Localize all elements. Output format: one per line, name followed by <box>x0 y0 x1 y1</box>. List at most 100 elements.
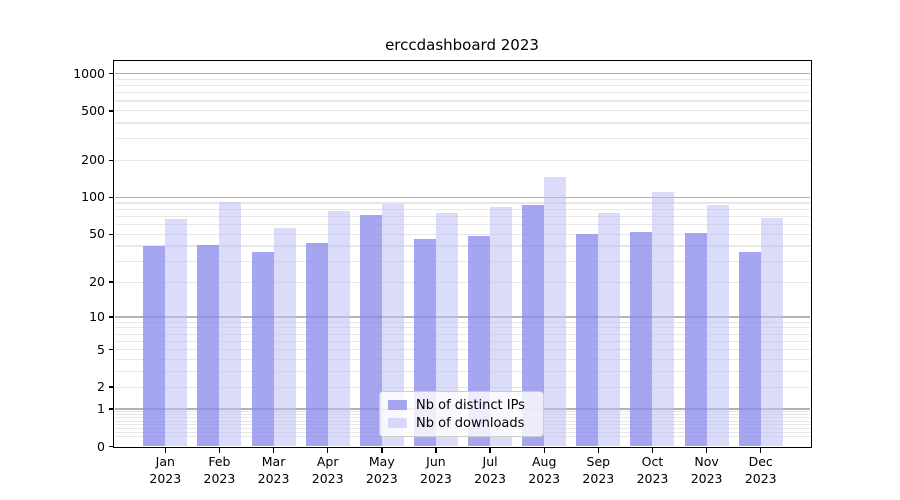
x-tick-label-apr: Apr 2023 <box>311 454 344 486</box>
gridline-minor <box>114 340 810 343</box>
bar-distinct-ips-apr <box>305 243 328 447</box>
x-tick-mark <box>326 447 329 453</box>
gridline-minor <box>114 84 810 87</box>
y-tick-mark <box>108 110 114 112</box>
bar-downloads-feb <box>219 201 242 447</box>
x-tick-label-feb: Feb 2023 <box>203 454 236 486</box>
x-tick-label-sep: Sep 2023 <box>582 454 615 486</box>
legend: Nb of distinct IPs Nb of downloads <box>379 391 544 437</box>
gridline-minor <box>114 92 810 94</box>
y-tick-label: 500 <box>81 102 105 118</box>
gridline-minor <box>114 321 810 323</box>
gridline-minor <box>114 333 810 335</box>
x-tick-label-nov: Nov 2023 <box>690 454 723 486</box>
gridline-minor <box>114 122 810 124</box>
x-tick-mark <box>381 447 383 453</box>
legend-row-downloads: Nb of downloads <box>388 416 535 431</box>
x-tick-label-jun: Jun 2023 <box>420 454 452 486</box>
y-tick-mark <box>108 316 114 318</box>
y-tick-label: 2 <box>97 379 105 395</box>
y-tick-mark <box>108 349 114 351</box>
bar-downloads-nov <box>706 205 729 447</box>
y-tick-label: 200 <box>81 152 105 168</box>
bar-distinct-ips-jan <box>143 246 166 447</box>
gridline-minor <box>114 386 810 388</box>
gridline-minor <box>114 223 810 226</box>
y-tick-label: 5 <box>97 341 105 357</box>
gridline-minor <box>114 233 810 235</box>
gridline-major <box>114 196 810 199</box>
gridline-minor <box>114 245 810 247</box>
x-tick-mark <box>651 447 654 453</box>
bar-downloads-may <box>381 203 404 447</box>
x-tick-mark <box>489 447 491 453</box>
bar-downloads-oct <box>652 191 675 447</box>
bar-downloads-jul <box>490 206 513 447</box>
gridline-minor <box>114 327 810 329</box>
gridline-minor <box>114 202 810 204</box>
gridline-minor <box>114 260 810 262</box>
x-tick-mark <box>705 447 708 453</box>
x-tick-label-may: May 2023 <box>365 454 398 486</box>
bar-downloads-jun <box>435 213 458 447</box>
gridline-minor <box>114 159 810 161</box>
chart-title: erccdashboard 2023 <box>385 36 539 54</box>
legend-swatch-downloads-icon <box>388 418 407 428</box>
x-tick-mark <box>164 447 166 453</box>
y-tick-label: 1 <box>97 401 105 417</box>
gridline-major <box>114 316 810 318</box>
y-tick-mark <box>108 196 114 199</box>
y-tick-mark <box>108 281 114 283</box>
x-tick-mark <box>272 447 275 453</box>
gridline-minor <box>114 349 810 351</box>
bar-distinct-ips-mar <box>251 251 274 447</box>
x-tick-mark <box>597 447 600 453</box>
x-tick-mark <box>760 447 762 453</box>
x-tick-label-mar: Mar 2023 <box>257 454 290 486</box>
gridline-minor <box>114 208 810 210</box>
y-tick-mark <box>108 408 114 410</box>
gridline-major <box>114 72 810 75</box>
x-tick-label-dec: Dec 2023 <box>744 454 777 486</box>
gridline-minor <box>114 215 810 217</box>
bar-distinct-ips-dec <box>738 251 761 447</box>
bar-distinct-ips-aug <box>522 205 545 447</box>
y-tick-mark <box>108 445 114 448</box>
bar-distinct-ips-sep <box>576 234 599 447</box>
gridline-minor <box>114 78 810 80</box>
bar-downloads-sep <box>598 212 621 447</box>
y-tick-label: 1000 <box>73 65 105 81</box>
y-tick-mark <box>108 72 114 75</box>
x-tick-mark <box>435 447 437 453</box>
x-tick-label-jul: Jul 2023 <box>474 454 506 486</box>
bar-distinct-ips-may <box>359 214 382 447</box>
bar-distinct-ips-feb <box>197 244 220 447</box>
gridline-minor <box>114 359 810 361</box>
x-tick-label-oct: Oct 2023 <box>636 454 669 486</box>
bar-downloads-jan <box>165 218 188 447</box>
y-tick-label: 50 <box>89 226 105 242</box>
bar-downloads-aug <box>544 177 567 447</box>
x-tick-label-aug: Aug 2023 <box>528 454 561 486</box>
bar-distinct-ips-nov <box>684 233 707 447</box>
y-tick-mark <box>108 159 114 161</box>
x-tick-mark <box>218 447 221 453</box>
gridline-minor <box>114 371 810 373</box>
legend-label-downloads: Nb of downloads <box>416 415 525 431</box>
legend-swatch-distinct-ips-icon <box>388 400 407 410</box>
x-tick-mark <box>543 447 545 453</box>
y-tick-label: 100 <box>81 189 105 205</box>
bar-downloads-mar <box>273 228 296 447</box>
legend-label-distinct-ips: Nb of distinct IPs <box>416 397 525 413</box>
bar-distinct-ips-oct <box>630 232 653 447</box>
gridline-minor <box>114 281 810 283</box>
gridline-minor <box>114 110 810 112</box>
y-tick-mark <box>108 233 114 235</box>
y-tick-label: 10 <box>89 309 105 325</box>
bar-downloads-dec <box>760 217 783 447</box>
x-tick-label-jan: Jan 2023 <box>149 454 182 486</box>
y-tick-mark <box>108 386 114 388</box>
gridline-minor <box>114 100 810 102</box>
y-tick-label: 20 <box>89 274 105 290</box>
